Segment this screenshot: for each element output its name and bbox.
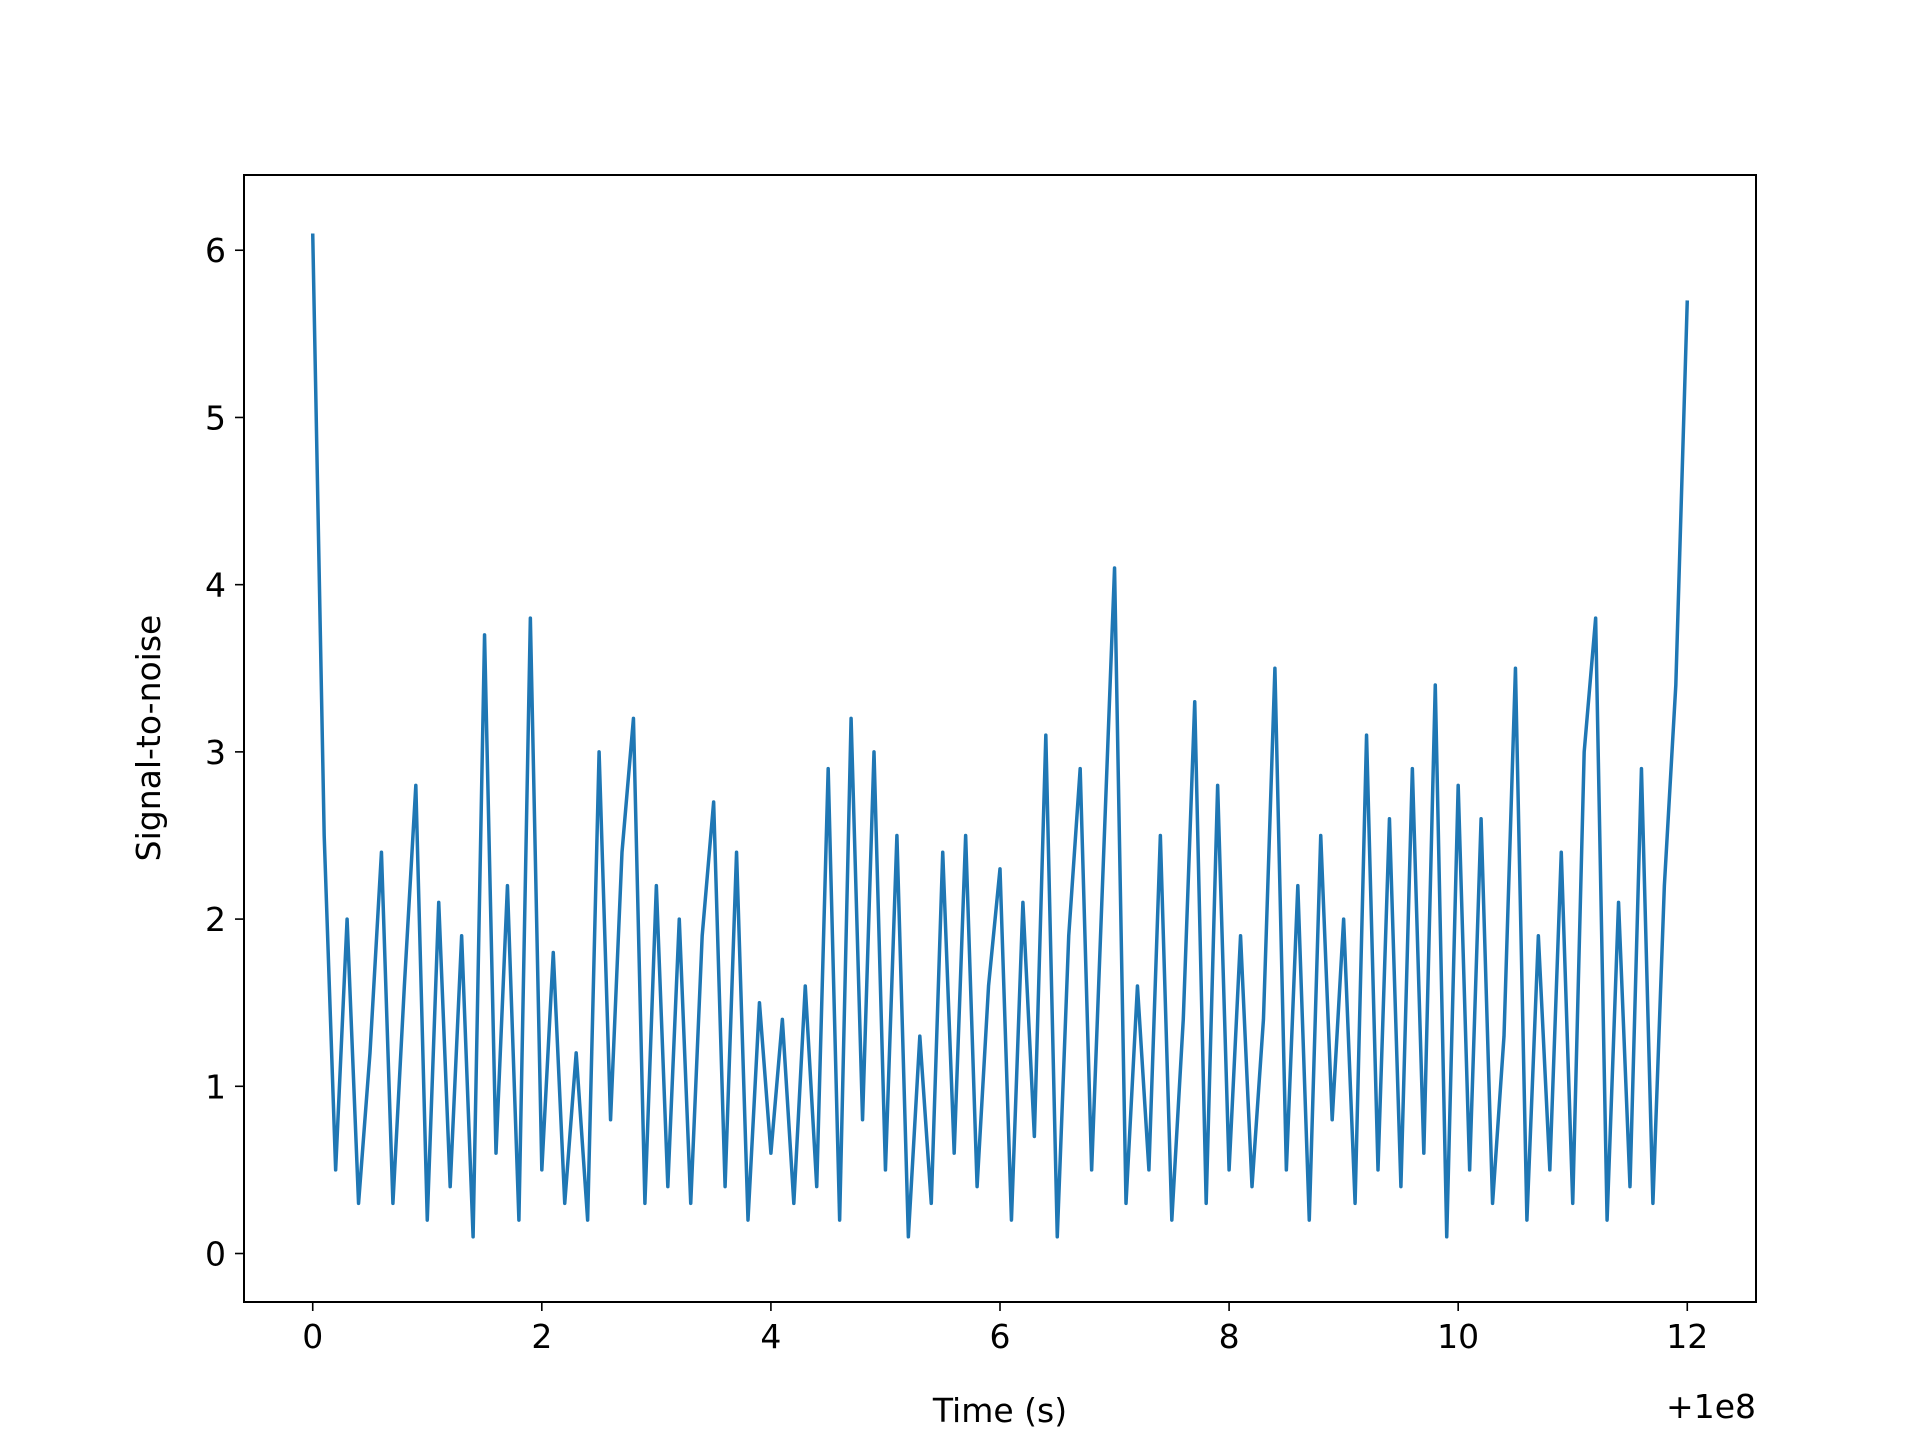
x-tick-label: 6 — [990, 1317, 1011, 1356]
y-tick-label: 1 — [205, 1067, 226, 1106]
y-tick-label: 3 — [205, 733, 226, 772]
y-axis-label: Signal-to-noise — [129, 615, 168, 862]
y-tick-label: 5 — [205, 398, 226, 437]
line-series — [310, 233, 1690, 1239]
x-tick-label: 2 — [531, 1317, 552, 1356]
x-tick-label: 4 — [760, 1317, 781, 1356]
plot-frame — [243, 174, 1757, 1303]
y-tick-label: 0 — [205, 1235, 226, 1274]
y-tick-label: 4 — [205, 566, 226, 605]
x-offset-text: +1e8 — [1666, 1387, 1756, 1426]
x-tick-label: 12 — [1666, 1317, 1708, 1356]
y-tick-label: 6 — [205, 231, 226, 270]
x-tick-label: 0 — [302, 1317, 323, 1356]
x-tick-label: 10 — [1437, 1317, 1479, 1356]
x-tick-label: 8 — [1219, 1317, 1240, 1356]
x-axis-label: Time (s) — [932, 1391, 1067, 1430]
y-tick-label: 2 — [205, 900, 226, 939]
